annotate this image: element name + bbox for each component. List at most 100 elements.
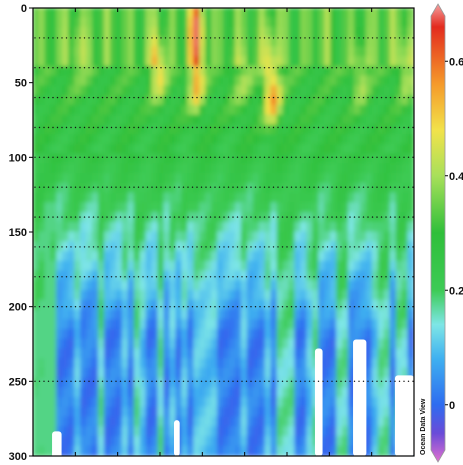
sample-dot [101, 276, 104, 278]
heatmap-cell [383, 436, 391, 447]
heatmap-cell [217, 163, 224, 175]
heatmap-cell [97, 8, 105, 19]
heatmap-cell [324, 358, 332, 369]
heatmap-cell [324, 367, 332, 379]
heatmap-cell [187, 426, 195, 438]
sample-dot [160, 96, 162, 99]
sample-dot [286, 186, 288, 188]
sample-dot [34, 186, 36, 188]
sample-dot [335, 246, 338, 248]
heatmap-cell [133, 270, 141, 282]
sample-dot [209, 276, 212, 278]
heatmap-cell [62, 348, 70, 360]
sample-dot [146, 156, 149, 158]
heatmap-cell [199, 173, 207, 184]
heatmap-cell [270, 260, 278, 272]
sample-dot [88, 216, 90, 218]
sample-dot [245, 246, 248, 248]
sample-dot [182, 126, 185, 129]
heatmap-cell [139, 114, 147, 126]
heatmap-cell [109, 173, 117, 184]
heatmap-cell [252, 143, 260, 155]
sample-dot [268, 37, 270, 39]
heatmap-cell [103, 426, 111, 438]
sample-dot [398, 37, 401, 39]
heatmap-cell [395, 104, 403, 116]
heatmap-cell [205, 241, 213, 252]
heatmap-cell [97, 299, 105, 311]
sample-dot [124, 380, 126, 382]
heatmap-cell [246, 212, 254, 223]
heatmap-cell [56, 85, 64, 97]
heatmap-cell [217, 397, 224, 408]
heatmap-cell [92, 436, 99, 447]
sample-dot [88, 156, 90, 158]
sample-dot [200, 216, 203, 218]
sample-dot [232, 96, 234, 99]
watermark-text: Ocean Data View [420, 398, 427, 455]
heatmap-cell [223, 280, 230, 291]
heatmap-cell [300, 426, 308, 438]
heatmap-cell [288, 56, 296, 67]
heatmap-cell [342, 75, 350, 87]
heatmap-cell [145, 416, 153, 428]
heatmap-cell [211, 124, 219, 136]
heatmap-cell [389, 299, 397, 311]
heatmap-cell [115, 348, 123, 360]
heatmap-cell [50, 358, 58, 369]
heatmap-cell [127, 143, 135, 155]
heatmap-cell [240, 95, 248, 106]
sample-dot [196, 306, 198, 308]
heatmap-cell [217, 153, 224, 165]
heatmap-cell [324, 319, 332, 330]
heatmap-cell [103, 397, 111, 408]
heatmap-cell [92, 416, 99, 428]
sample-dot [308, 186, 311, 188]
sample-dot [259, 67, 261, 69]
heatmap-cell [50, 202, 58, 214]
heatmap-cell [169, 46, 177, 58]
heatmap-cell [217, 358, 224, 369]
heatmap-cell [228, 104, 236, 116]
sample-dot [214, 276, 216, 278]
heatmap-cell [330, 212, 338, 223]
heatmap-cell [86, 387, 94, 399]
sample-dot [196, 216, 198, 218]
heatmap-cell [205, 328, 213, 340]
heatmap-cell [33, 192, 40, 204]
sample-dot [137, 306, 140, 308]
heatmap-cell [234, 436, 242, 447]
heatmap-cell [187, 231, 195, 243]
heatmap-cell [359, 134, 367, 145]
heatmap-cell [371, 104, 379, 116]
heatmap-cell [115, 250, 123, 262]
heatmap-cell [86, 231, 94, 243]
sample-dot [128, 380, 131, 382]
sample-dot [52, 306, 54, 308]
sample-dot [367, 96, 369, 99]
heatmap-cell [205, 319, 213, 330]
sample-dot [371, 276, 374, 278]
heatmap-cell [205, 163, 213, 175]
heatmap-cell [205, 85, 213, 97]
heatmap-cell [359, 192, 367, 204]
sample-dot [74, 216, 77, 218]
heatmap-cell [38, 153, 46, 165]
heatmap-cell [348, 134, 355, 145]
heatmap-cell [157, 192, 165, 204]
heatmap-cell [33, 299, 40, 311]
y-tick-label: 300 [9, 451, 27, 463]
heatmap-cell [223, 289, 230, 301]
heatmap-cell [330, 26, 338, 38]
heatmap-cell [294, 260, 302, 272]
heatmap-cell [44, 289, 52, 301]
sample-dot [295, 380, 297, 382]
sample-dot [106, 216, 108, 218]
heatmap-cell [228, 143, 236, 155]
heatmap-cell [157, 280, 165, 291]
sample-dot [88, 96, 90, 99]
heatmap-cell [157, 8, 165, 19]
heatmap-cell [50, 212, 58, 223]
sample-dot [371, 37, 374, 39]
heatmap-cell [44, 338, 52, 350]
